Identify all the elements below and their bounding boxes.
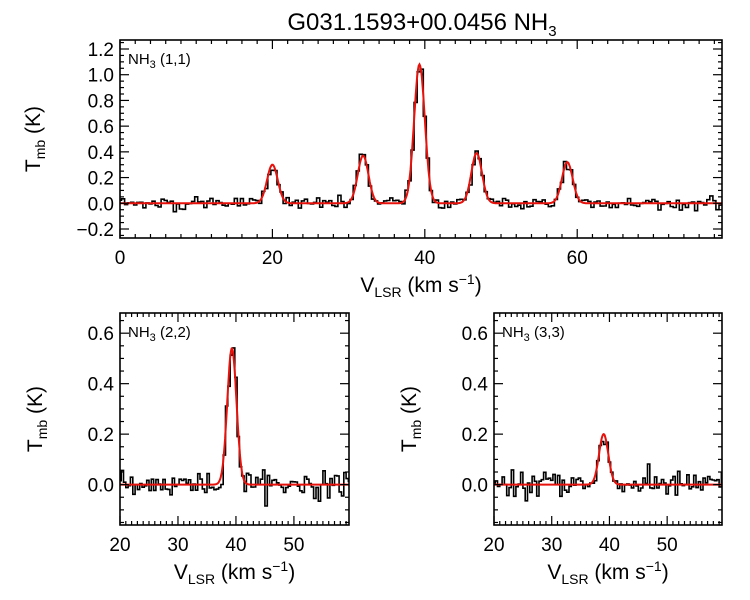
plot-frame: [119, 312, 350, 526]
x-tick-label: 50: [657, 535, 678, 556]
y-tick-label: 0.6: [88, 324, 114, 345]
y-tick-label: 1.0: [88, 66, 114, 87]
panel-label: NH3 (1,1): [128, 51, 191, 71]
x-tick-label: 50: [283, 535, 304, 556]
figure-title: G031.1593+00.0456 NH3: [287, 9, 556, 40]
y-axis-title: Tmb (K): [22, 106, 48, 172]
panels-group: 0 20 40 60 −0.2 0.0 0.2 0.4 0.6 0.8 1.0 1.2 VLSR (km…: [22, 39, 723, 587]
fit-curve: [120, 62, 722, 205]
y-axis-title: Tmb (K): [24, 386, 50, 452]
y-tick-label: 0.0: [88, 194, 114, 215]
y-tick-label: 0.0: [462, 476, 488, 497]
x-tick-label: 40: [414, 248, 435, 269]
y-axis-title: Tmb (K): [398, 386, 424, 452]
panel-nh3-33: 20 30 40 50 0.0 0.2 0.4 0.6 VLSR (km s−1) Tmb (K)…: [398, 312, 723, 587]
x-tick-label: 40: [225, 535, 246, 556]
x-tick-label: 20: [483, 535, 504, 556]
panel-nh3-22: 20 30 40 50 0.0 0.2 0.4 0.6 VLSR (km s−1) Tmb (K)…: [24, 312, 350, 587]
x-tick-label: 30: [541, 535, 562, 556]
panel-label: NH3 (2,2): [128, 324, 191, 344]
y-tick-label: −0.2: [76, 220, 114, 241]
y-tick-label: 0.4: [88, 375, 115, 396]
x-axis-title: VLSR (km s−1): [547, 558, 668, 587]
observed-spectrum: [120, 68, 722, 213]
plot-frame: [493, 312, 723, 526]
y-tick-label: 0.2: [462, 425, 488, 446]
y-tick-label: 0.0: [88, 476, 114, 497]
x-tick-label: 40: [599, 535, 620, 556]
x-tick-label: 0: [115, 248, 126, 269]
y-tick-label: 0.6: [462, 324, 488, 345]
panel-nh3-11: 0 20 40 60 −0.2 0.0 0.2 0.4 0.6 0.8 1.0 1.2 VLSR (km…: [22, 39, 723, 300]
y-tick-label: 1.2: [88, 40, 114, 61]
y-tick-label: 0.2: [88, 169, 114, 190]
y-tick-label: 0.8: [88, 91, 114, 112]
x-tick-label: 30: [167, 535, 188, 556]
x-tick-label: 20: [109, 535, 130, 556]
observed-spectrum: [494, 440, 722, 502]
x-axis-title: VLSR (km s−1): [360, 271, 481, 300]
fit-curve: [120, 346, 349, 486]
panel-label: NH3 (3,3): [502, 324, 565, 344]
x-tick-label: 20: [262, 248, 283, 269]
fit-curve: [494, 432, 722, 486]
observed-spectrum: [120, 347, 349, 507]
x-axis-title: VLSR (km s−1): [174, 558, 295, 587]
y-tick-label: 0.2: [88, 425, 114, 446]
y-tick-label: 0.4: [462, 375, 489, 396]
x-tick-label: 60: [567, 248, 588, 269]
y-tick-label: 0.6: [88, 117, 114, 138]
y-tick-label: 0.4: [88, 143, 115, 164]
